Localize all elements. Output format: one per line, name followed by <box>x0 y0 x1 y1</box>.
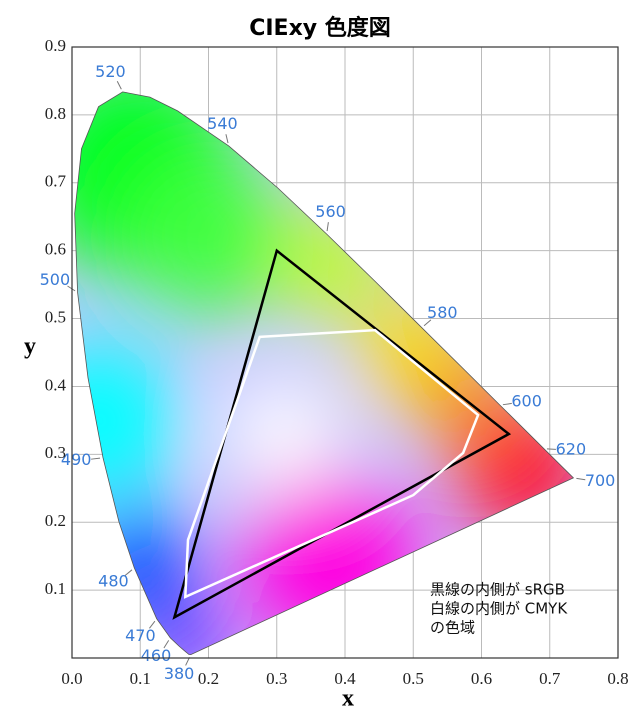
wavelength-label: 540 <box>207 114 238 133</box>
wavelength-tick <box>546 448 556 450</box>
wavelength-label: 500 <box>40 270 71 289</box>
y-tick-label: 0.1 <box>45 579 66 598</box>
y-tick-label: 0.4 <box>45 375 67 394</box>
x-tick-label: 0.6 <box>471 669 492 688</box>
y-tick-label: 0.9 <box>45 36 66 55</box>
annotation: の色域 <box>430 619 475 637</box>
wavelength-label: 520 <box>95 62 126 81</box>
wavelength-label: 560 <box>315 202 346 221</box>
annotation: 黒線の内側が sRGB <box>430 581 565 599</box>
fill-blob <box>228 378 339 489</box>
wavelength-label: 600 <box>511 392 542 411</box>
wavelength-label: 620 <box>556 440 587 459</box>
plot-frame <box>71 46 619 659</box>
x-tick-label: 0.1 <box>130 669 151 688</box>
wavelength-label: 490 <box>61 450 92 469</box>
wavelength-tick <box>502 402 512 406</box>
wavelength-tick <box>124 569 133 576</box>
fill-blob <box>148 604 229 655</box>
y-axis-label: y <box>24 334 36 360</box>
wavelength-tick <box>149 620 156 629</box>
annotation: 白線の内側が CMYK <box>430 600 568 618</box>
wavelength-tick <box>326 222 329 232</box>
x-tick-label: 0.0 <box>61 669 82 688</box>
wavelength-tick <box>67 285 76 292</box>
wavelength-label: 480 <box>98 571 129 590</box>
wavelength-label: 580 <box>427 303 458 322</box>
wavelength-tick <box>116 81 122 90</box>
wavelength-tick <box>91 457 101 460</box>
x-tick-label: 0.7 <box>539 669 561 688</box>
x-tick-label: 0.4 <box>334 669 356 688</box>
y-tick-label: 0.7 <box>45 172 67 191</box>
y-tick-label: 0.2 <box>45 511 66 530</box>
x-tick-label: 0.8 <box>607 669 628 688</box>
y-tick-label: 0.5 <box>45 307 66 326</box>
wavelength-tick <box>576 477 586 481</box>
wavelength-label: 700 <box>585 471 616 490</box>
spectral-locus <box>74 91 575 656</box>
wavelength-label: 460 <box>141 646 172 665</box>
wavelength-tick <box>225 134 229 144</box>
x-tick-label: 0.2 <box>198 669 219 688</box>
chart-title: CIExy 色度図 <box>249 15 391 41</box>
y-tick-label: 0.8 <box>45 104 66 123</box>
wavelength-label: 470 <box>125 626 156 645</box>
x-axis-label: x <box>342 686 354 712</box>
gamut-outline <box>183 328 480 599</box>
x-tick-label: 0.3 <box>266 669 287 688</box>
fill-blob <box>74 340 180 501</box>
wavelength-tick <box>185 657 190 666</box>
wavelength-tick <box>423 319 432 327</box>
x-tick-label: 0.5 <box>403 669 424 688</box>
wavelength-tick <box>163 640 170 649</box>
y-tick-label: 0.6 <box>45 240 66 259</box>
wavelength-label: 380 <box>164 664 195 683</box>
y-tick-label: 0.3 <box>45 443 66 462</box>
fill-blob <box>128 157 289 318</box>
